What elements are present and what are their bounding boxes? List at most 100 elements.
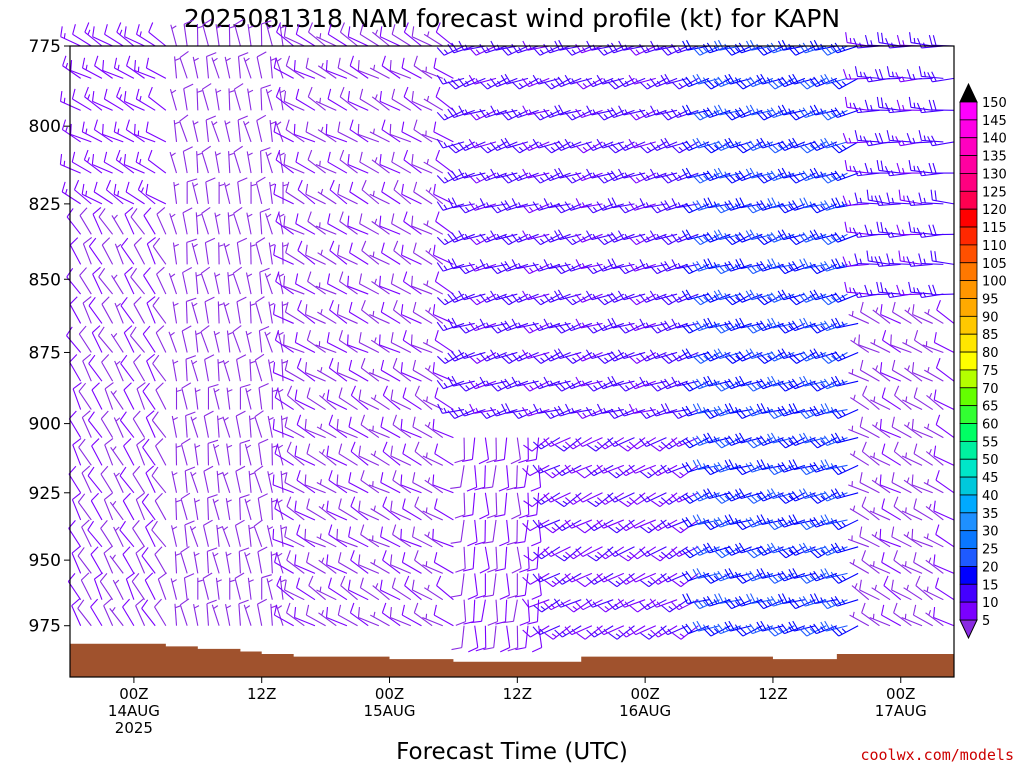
wind-barb	[521, 203, 550, 214]
wind-barb	[628, 379, 656, 390]
wind-barb	[930, 189, 955, 205]
wind-barb	[869, 613, 891, 627]
y-tick-label: 900	[29, 415, 61, 435]
wind-barb	[62, 55, 81, 79]
wind-barb	[871, 531, 891, 548]
wind-barb	[891, 359, 912, 382]
wind-barb	[766, 408, 795, 419]
wind-barb	[425, 247, 444, 265]
wind-barb	[799, 258, 827, 270]
wind-barb	[100, 520, 114, 548]
wind-barb	[532, 351, 561, 364]
wind-barb	[617, 598, 646, 608]
wind-barb	[871, 477, 891, 494]
wind-barb	[724, 568, 752, 579]
wind-barb	[596, 172, 625, 184]
wind-barb	[586, 230, 614, 241]
wind-barb	[494, 437, 508, 462]
wind-barb	[724, 261, 752, 272]
wind-barb	[692, 459, 720, 471]
wind-barb	[110, 333, 124, 353]
wind-barb	[319, 392, 337, 410]
colorbar-label: 45	[982, 471, 999, 486]
wind-barb	[746, 593, 774, 605]
wind-barb	[435, 86, 454, 111]
wind-barb	[116, 22, 135, 47]
wind-barb	[468, 233, 497, 246]
wind-barb	[125, 572, 136, 600]
wind-barb	[243, 121, 252, 143]
wind-barb	[672, 625, 699, 640]
wind-barb	[830, 488, 859, 500]
wind-barb	[506, 465, 518, 491]
wind-barb	[870, 339, 891, 353]
wind-barb	[91, 325, 103, 353]
wind-barb	[403, 211, 422, 235]
wind-barb	[468, 138, 497, 149]
wind-barb	[918, 253, 944, 265]
wind-barb	[285, 181, 305, 205]
wind-barb	[436, 293, 465, 306]
x-tick-label: 00Z	[630, 685, 659, 703]
wind-barb	[261, 574, 272, 600]
wind-barb	[368, 535, 390, 548]
wind-barb	[195, 212, 202, 235]
wind-barb	[809, 492, 838, 504]
wind-barb	[607, 107, 635, 119]
wind-barb	[935, 524, 955, 548]
wind-barb	[735, 197, 763, 209]
wind-barb	[148, 86, 167, 111]
colorbar-swatch	[959, 601, 978, 621]
wind-barb	[831, 317, 859, 329]
wind-barb	[306, 443, 326, 466]
wind-barb	[142, 382, 156, 410]
wind-barb	[607, 317, 635, 329]
wind-barb	[901, 507, 923, 521]
wind-barb	[891, 526, 912, 548]
wind-barb	[777, 570, 806, 582]
wind-barb	[130, 208, 145, 235]
wind-barb	[172, 242, 179, 265]
wind-barb	[135, 151, 156, 174]
wind-barb	[724, 233, 752, 246]
wind-barb	[190, 359, 199, 382]
wind-barb	[71, 598, 82, 626]
y-tick-label: 875	[29, 343, 61, 363]
wind-barb	[316, 533, 337, 548]
wind-barb	[553, 322, 582, 334]
wind-barb	[284, 526, 305, 548]
wind-barb	[72, 382, 82, 410]
wind-barb	[650, 572, 678, 585]
wind-barb	[124, 206, 135, 235]
wind-barb	[458, 168, 486, 179]
wind-barb	[217, 301, 224, 324]
wind-barb	[370, 611, 390, 627]
wind-barb	[713, 229, 742, 241]
wind-barb	[279, 24, 286, 47]
wind-barb	[120, 296, 135, 324]
wind-barb	[423, 95, 444, 111]
wind-barb	[423, 31, 444, 47]
wind-barb	[756, 459, 784, 471]
wind-barb	[82, 353, 92, 382]
wind-barb	[617, 230, 646, 241]
wind-barb	[884, 102, 912, 114]
wind-barb	[347, 26, 369, 47]
wind-barb	[435, 149, 454, 174]
wind-barb	[735, 572, 763, 584]
wind-barb	[575, 141, 603, 154]
wind-barb	[328, 470, 348, 494]
colorbar-label: 30	[982, 525, 999, 540]
wind-barb	[390, 500, 412, 521]
wind-barb	[842, 195, 869, 206]
wind-barb	[458, 349, 486, 360]
wind-barb	[283, 90, 305, 111]
wind-barb	[639, 171, 667, 182]
wind-barb	[777, 39, 805, 51]
wind-barb	[280, 415, 287, 438]
wind-barb	[350, 441, 369, 466]
wind-barb	[296, 357, 316, 382]
wind-barb	[692, 233, 720, 246]
colorbar-swatch	[959, 173, 978, 192]
wind-barb	[278, 151, 285, 174]
